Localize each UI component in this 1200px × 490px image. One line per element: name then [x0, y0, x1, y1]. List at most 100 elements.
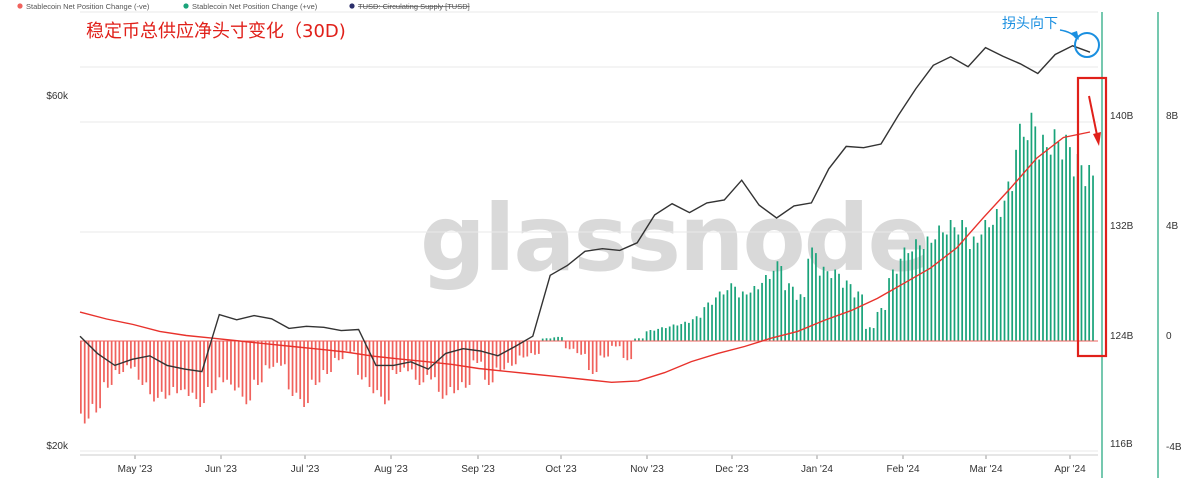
bar-59 — [307, 341, 309, 404]
bar-54 — [287, 341, 290, 390]
bar-177 — [761, 282, 763, 341]
bar-223 — [938, 225, 940, 341]
bar-107 — [491, 341, 494, 383]
bar-114 — [518, 341, 521, 356]
bar-235 — [984, 220, 987, 341]
bar-200 — [849, 284, 852, 341]
bar-71 — [353, 341, 355, 352]
bar-41 — [237, 341, 240, 388]
bar-252 — [1049, 154, 1052, 341]
bar-117 — [530, 341, 532, 354]
legend: Stablecoin Net Position Change (-ve) Stab… — [17, 2, 470, 11]
bar-176 — [757, 289, 760, 341]
bar-201 — [853, 297, 856, 341]
x-tick-label-4: Sep '23 — [461, 464, 495, 475]
bar-238 — [995, 209, 998, 341]
bar-10 — [118, 341, 121, 374]
bar-11 — [122, 341, 125, 373]
bar-38 — [226, 341, 228, 380]
middle-axis-tick-1: 132B — [1110, 221, 1134, 232]
bar-188 — [803, 297, 806, 341]
bar-70 — [349, 341, 352, 352]
bar-124 — [557, 336, 559, 342]
bar-241 — [1007, 181, 1010, 341]
bar-125 — [561, 337, 563, 341]
bar-145 — [638, 338, 640, 341]
legend-label-1: Stablecoin Net Position Change (+ve) — [192, 2, 318, 11]
bar-115 — [522, 341, 525, 358]
bar-152 — [664, 328, 667, 341]
x-tick-label-3: Aug '23 — [374, 464, 408, 475]
bar-72 — [357, 341, 359, 375]
bar-157 — [684, 321, 686, 341]
gridlines — [80, 11, 1098, 452]
middle-axis-tick-2: 124B — [1110, 331, 1134, 342]
bar-234 — [980, 234, 983, 341]
bar-230 — [965, 227, 967, 341]
bar-39 — [230, 341, 232, 385]
bar-64 — [326, 341, 329, 374]
bar-251 — [1045, 147, 1048, 342]
bar-6 — [103, 341, 105, 383]
bar-156 — [680, 324, 683, 341]
middle-axis-tick-3: 116B — [1110, 439, 1133, 450]
bar-61 — [314, 341, 317, 385]
bar-55 — [291, 341, 294, 396]
bar-138 — [611, 341, 613, 346]
bar-229 — [961, 220, 964, 341]
bar-50 — [272, 341, 275, 367]
bar-192 — [818, 275, 821, 341]
bar-36 — [218, 341, 221, 378]
bar-210 — [888, 278, 890, 341]
bar-83 — [399, 341, 402, 373]
bar-140 — [618, 341, 621, 347]
bar-37 — [222, 341, 225, 383]
bar-257 — [1069, 147, 1071, 342]
bar-75 — [368, 341, 371, 387]
bar-13 — [130, 341, 132, 369]
bar-111 — [507, 341, 509, 363]
bar-18 — [149, 341, 151, 395]
bar-178 — [765, 275, 767, 341]
bar-164 — [711, 304, 713, 341]
bar-250 — [1042, 134, 1044, 341]
middle-axis-tick-0: 140B — [1110, 111, 1134, 122]
bar-5 — [99, 341, 101, 409]
bar-205 — [868, 327, 871, 341]
right-axis-tick-0: 8B — [1166, 111, 1179, 122]
bar-23 — [168, 341, 171, 396]
bar-26 — [180, 341, 182, 391]
bar-4 — [95, 341, 98, 413]
bar-97 — [453, 341, 456, 394]
bar-194 — [826, 271, 829, 341]
bar-171 — [738, 297, 740, 341]
bar-168 — [726, 290, 729, 341]
bar-244 — [1019, 123, 1021, 341]
bar-227 — [953, 227, 956, 341]
bar-119 — [537, 341, 540, 354]
bar-78 — [380, 341, 382, 397]
bar-47 — [260, 341, 263, 383]
bar-208 — [880, 308, 883, 341]
legend-marker-1 — [183, 3, 189, 9]
bar-183 — [784, 290, 786, 341]
bar-44 — [249, 341, 252, 401]
bar-127 — [568, 341, 571, 350]
bar-112 — [511, 341, 513, 366]
bar-187 — [799, 294, 802, 341]
bar-29 — [191, 341, 194, 393]
bar-184 — [788, 283, 790, 341]
bar-197 — [838, 273, 840, 341]
bar-147 — [645, 331, 648, 341]
bar-94 — [441, 341, 444, 399]
bar-7 — [106, 341, 109, 388]
bar-120 — [541, 338, 544, 341]
bar-21 — [160, 341, 163, 392]
bar-228 — [957, 234, 960, 341]
bar-82 — [395, 341, 398, 374]
bar-103 — [476, 341, 479, 363]
bar-231 — [969, 249, 971, 341]
bar-88 — [418, 341, 421, 385]
